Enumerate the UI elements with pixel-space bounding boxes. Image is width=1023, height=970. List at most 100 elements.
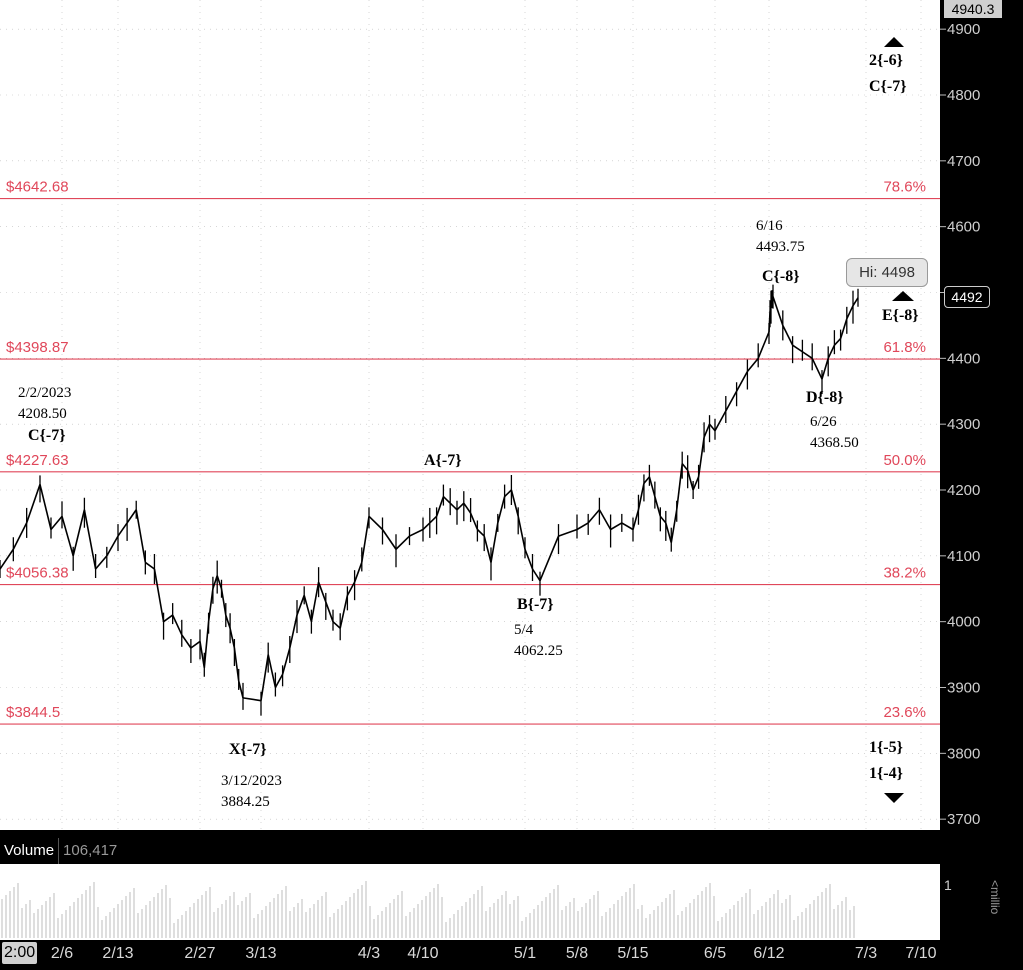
price-link	[353, 562, 363, 583]
price-link	[260, 654, 269, 701]
price-link	[735, 371, 749, 392]
fib-pct-label: 78.6%	[883, 179, 926, 196]
y-tick-label: 4700	[947, 153, 980, 170]
price-link	[368, 515, 384, 531]
price-link	[504, 489, 512, 498]
volume-unit-label: <millio	[988, 880, 1002, 915]
price-link	[72, 509, 86, 557]
x-tick-label: 2/13	[102, 945, 133, 962]
price-link	[163, 614, 174, 623]
price-link	[792, 344, 803, 353]
x-tick-label: 5/8	[566, 945, 588, 962]
price-link	[497, 496, 506, 524]
price-link	[539, 535, 560, 581]
wave-label: C{-8}	[762, 268, 800, 285]
price-link	[456, 502, 465, 511]
price-link	[725, 390, 738, 412]
price-link	[325, 601, 334, 622]
wave-label: 2{-6}	[869, 52, 903, 69]
price-link	[237, 680, 244, 699]
y-tick-label: 4800	[947, 87, 980, 104]
price-link	[587, 509, 601, 524]
price-link	[757, 331, 770, 359]
price-link	[524, 548, 534, 570]
price-link	[463, 502, 472, 514]
price-link	[422, 522, 431, 531]
wave-label: B{-7}	[517, 596, 554, 613]
annotation-text: 5/4	[514, 622, 534, 638]
fib-pct-label: 38.2%	[883, 565, 926, 582]
price-link	[242, 697, 262, 702]
price-link	[637, 483, 645, 510]
price-link	[117, 522, 128, 537]
price-link	[220, 588, 227, 616]
price-link	[846, 305, 854, 320]
price-link	[106, 535, 119, 557]
price-link	[346, 581, 356, 596]
fib-price-label: $3844.5	[6, 704, 60, 721]
high-price-tag: Hi: 4498	[846, 258, 928, 287]
price-link	[199, 641, 206, 668]
price-link	[190, 640, 201, 649]
price-link	[632, 509, 640, 530]
annotation-text: 4368.50	[810, 435, 859, 451]
volume-pane: 1	[0, 830, 1023, 940]
price-link	[229, 628, 236, 649]
wave-label: 1{-5}	[869, 739, 903, 756]
price-link	[25, 484, 41, 524]
price-link	[181, 634, 192, 649]
price-link	[811, 357, 823, 380]
price-link	[768, 312, 771, 333]
up-arrow-icon	[892, 291, 914, 301]
price-link	[490, 522, 499, 563]
fibonacci-levels: $4642.68 78.6% $4398.87 61.8% $4227.63 50.0% $…	[0, 179, 940, 725]
price-link	[171, 614, 183, 636]
price-link	[517, 516, 526, 550]
price-link	[216, 575, 223, 589]
price-link	[126, 509, 137, 524]
price-link	[708, 423, 716, 432]
price-link	[94, 555, 108, 570]
price-link	[267, 654, 277, 688]
price-link	[746, 357, 759, 373]
price-link	[531, 568, 541, 582]
fib-price-label: $4642.68	[6, 179, 69, 196]
pane-divider	[0, 830, 1023, 838]
up-arrow-icon	[884, 37, 904, 47]
price-link	[469, 512, 479, 530]
price-link	[686, 470, 694, 491]
price-link	[714, 410, 727, 432]
wave-label-secondary: 1{-4}	[869, 765, 903, 782]
y-tick-label: 3900	[947, 680, 980, 697]
price-link	[483, 535, 492, 563]
annotation-text: 2/2/2023	[18, 385, 71, 401]
price-link	[83, 509, 97, 570]
annotation-text: 4062.25	[514, 643, 563, 659]
price-link	[212, 575, 218, 589]
wave-label: A{-7}	[424, 452, 462, 469]
wave-label: E{-8}	[882, 307, 919, 324]
x-tick-label: 6/12	[753, 945, 784, 962]
top-price-tag: 4940.3	[944, 0, 1002, 18]
volume-axis-tick: 1	[944, 877, 952, 893]
price-link	[558, 528, 578, 537]
annotation-text: 4208.50	[18, 406, 67, 422]
price-link	[476, 528, 485, 537]
price-link	[670, 509, 678, 543]
time-axis-background	[0, 940, 1023, 970]
price-link	[576, 522, 589, 531]
price-link	[0, 548, 14, 570]
y-tick-label: 4000	[947, 614, 980, 631]
price-link	[61, 516, 74, 557]
y-tick-label: 4300	[947, 416, 980, 433]
price-link	[332, 621, 341, 629]
price-link	[225, 614, 231, 629]
price-link	[317, 581, 327, 603]
price-link	[310, 582, 320, 622]
wave-label: C{-7}	[28, 427, 66, 444]
fib-price-label: $4398.87	[6, 339, 69, 356]
y-tick-label: 4600	[947, 219, 980, 236]
price-link	[610, 522, 623, 531]
price-link	[409, 528, 424, 537]
price-link	[289, 614, 298, 649]
